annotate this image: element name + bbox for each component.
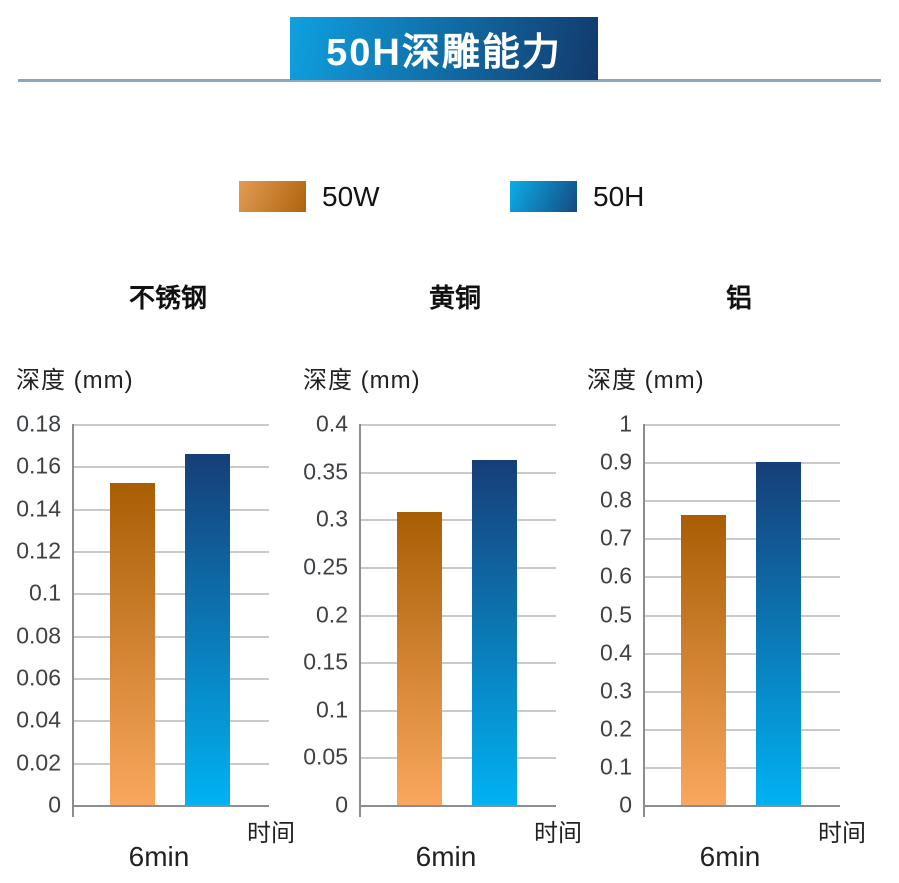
x-axis-label: 时间 [534,820,582,847]
y-tick-label: 0.2 [600,715,632,742]
legend-item-50w: 50W [239,181,380,212]
y-tick-label: 0.15 [303,648,348,675]
y-axis-label: 深度 (mm) [16,367,134,394]
y-tick-label: 0 [335,791,348,818]
chart-brass: 黄铜 深度 (mm) 时间 6min 0.4 0.35 0.3 0.25 0.2 0.15… [287,270,587,883]
gridline [361,662,556,664]
gridline [361,757,556,759]
gridline [74,763,269,765]
plot-area: 时间 6min 0.18 0.16 0.14 0.12 0.1 0.08 0.06 0.04 0… [16,412,295,872]
y-tick-label: 0.2 [316,601,348,628]
y-tick-label: 0.1 [316,696,348,723]
title-underline [18,79,881,82]
y-tick-label: 0.25 [303,553,348,580]
legend-label-50w: 50W [322,181,380,212]
plot-area: 时间 6min 0.4 0.35 0.3 0.25 0.2 0.15 0.1 0.05 0 [303,412,582,872]
legend-swatch-50h [510,181,577,212]
gridline [74,636,269,638]
gridline [645,653,840,655]
gridline [361,424,556,426]
gridline [74,593,269,595]
gridline [74,424,269,426]
bar-50h [185,454,230,805]
gridline [645,767,840,769]
y-tick-label: 0.9 [600,448,632,475]
y-tick-label: 0.12 [16,537,61,564]
y-tick-label: 0.4 [316,410,348,437]
gridline [361,567,556,569]
gridline [361,519,556,521]
x-category-label: 6min [128,841,190,872]
x-axis-label: 时间 [247,820,295,847]
legend-label-50h: 50H [593,181,645,212]
bar-50w [681,515,726,805]
gridline [74,466,269,468]
bar-50w [397,512,442,805]
plot-area: 时间 6min 1 0.9 0.8 0.7 0.6 0.5 0.4 0.3 0.2 0.1 0 [600,412,866,872]
legend-item-50h: 50H [510,181,644,212]
y-tick-label: 0.05 [303,743,348,770]
y-tick-label: 0 [619,791,632,818]
y-tick-label: 0.02 [16,749,61,776]
gridline [645,462,840,464]
y-axis-label: 深度 (mm) [587,367,705,394]
y-tick-label: 0.3 [316,505,348,532]
bar-50w [110,483,155,805]
x-category-label: 6min [415,841,477,872]
y-tick-label: 0.08 [16,622,61,649]
title-banner: 50H深雕能力 [290,17,598,80]
y-tick-label: 0.18 [16,410,61,437]
y-tick-label: 1 [619,410,632,437]
y-tick-label: 0.4 [600,639,632,666]
chart-title: 不锈钢 [128,283,208,313]
gridline [74,509,269,511]
gridline [645,691,840,693]
y-tick-label: 0.1 [600,753,632,780]
gridline [74,551,269,553]
bar-50h [472,460,517,805]
y-tick-label: 0.1 [29,579,61,606]
gridline [645,729,840,731]
gridline [645,576,840,578]
y-tick-label: 0.3 [600,677,632,704]
gridline [74,678,269,680]
y-tick-label: 0.06 [16,664,61,691]
y-tick-label: 0.8 [600,486,632,513]
y-tick-label: 0.04 [16,706,61,733]
x-category-label: 6min [699,841,761,872]
gridline [645,500,840,502]
legend-swatch-50w [239,181,306,212]
chart-aluminum: 铝 深度 (mm) 时间 6min 1 0.9 0.8 0.7 0.6 0.5 0.4 0.3… [571,270,871,883]
x-axis-label: 时间 [818,820,866,847]
y-tick-label: 0.6 [600,562,632,589]
y-tick-label: 0 [48,791,61,818]
y-tick-label: 0.16 [16,452,61,479]
y-tick-label: 0.7 [600,524,632,551]
bar-50h [756,462,801,805]
chart-title: 铝 [725,283,753,313]
y-tick-label: 0.35 [303,458,348,485]
gridline [645,424,840,426]
chart-title: 黄铜 [428,283,482,313]
chart-stainless-steel: 不锈钢 深度 (mm) 时间 6min 0.18 0.16 0.14 0.12 0.1 0… [0,270,300,883]
y-tick-label: 0.14 [16,495,61,522]
page-title: 50H深雕能力 [326,32,562,74]
y-axis-label: 深度 (mm) [303,367,421,394]
gridline [74,720,269,722]
y-tick-label: 0.5 [600,601,632,628]
gridline [361,710,556,712]
gridline [645,538,840,540]
gridline [361,615,556,617]
gridline [361,472,556,474]
gridline [645,615,840,617]
